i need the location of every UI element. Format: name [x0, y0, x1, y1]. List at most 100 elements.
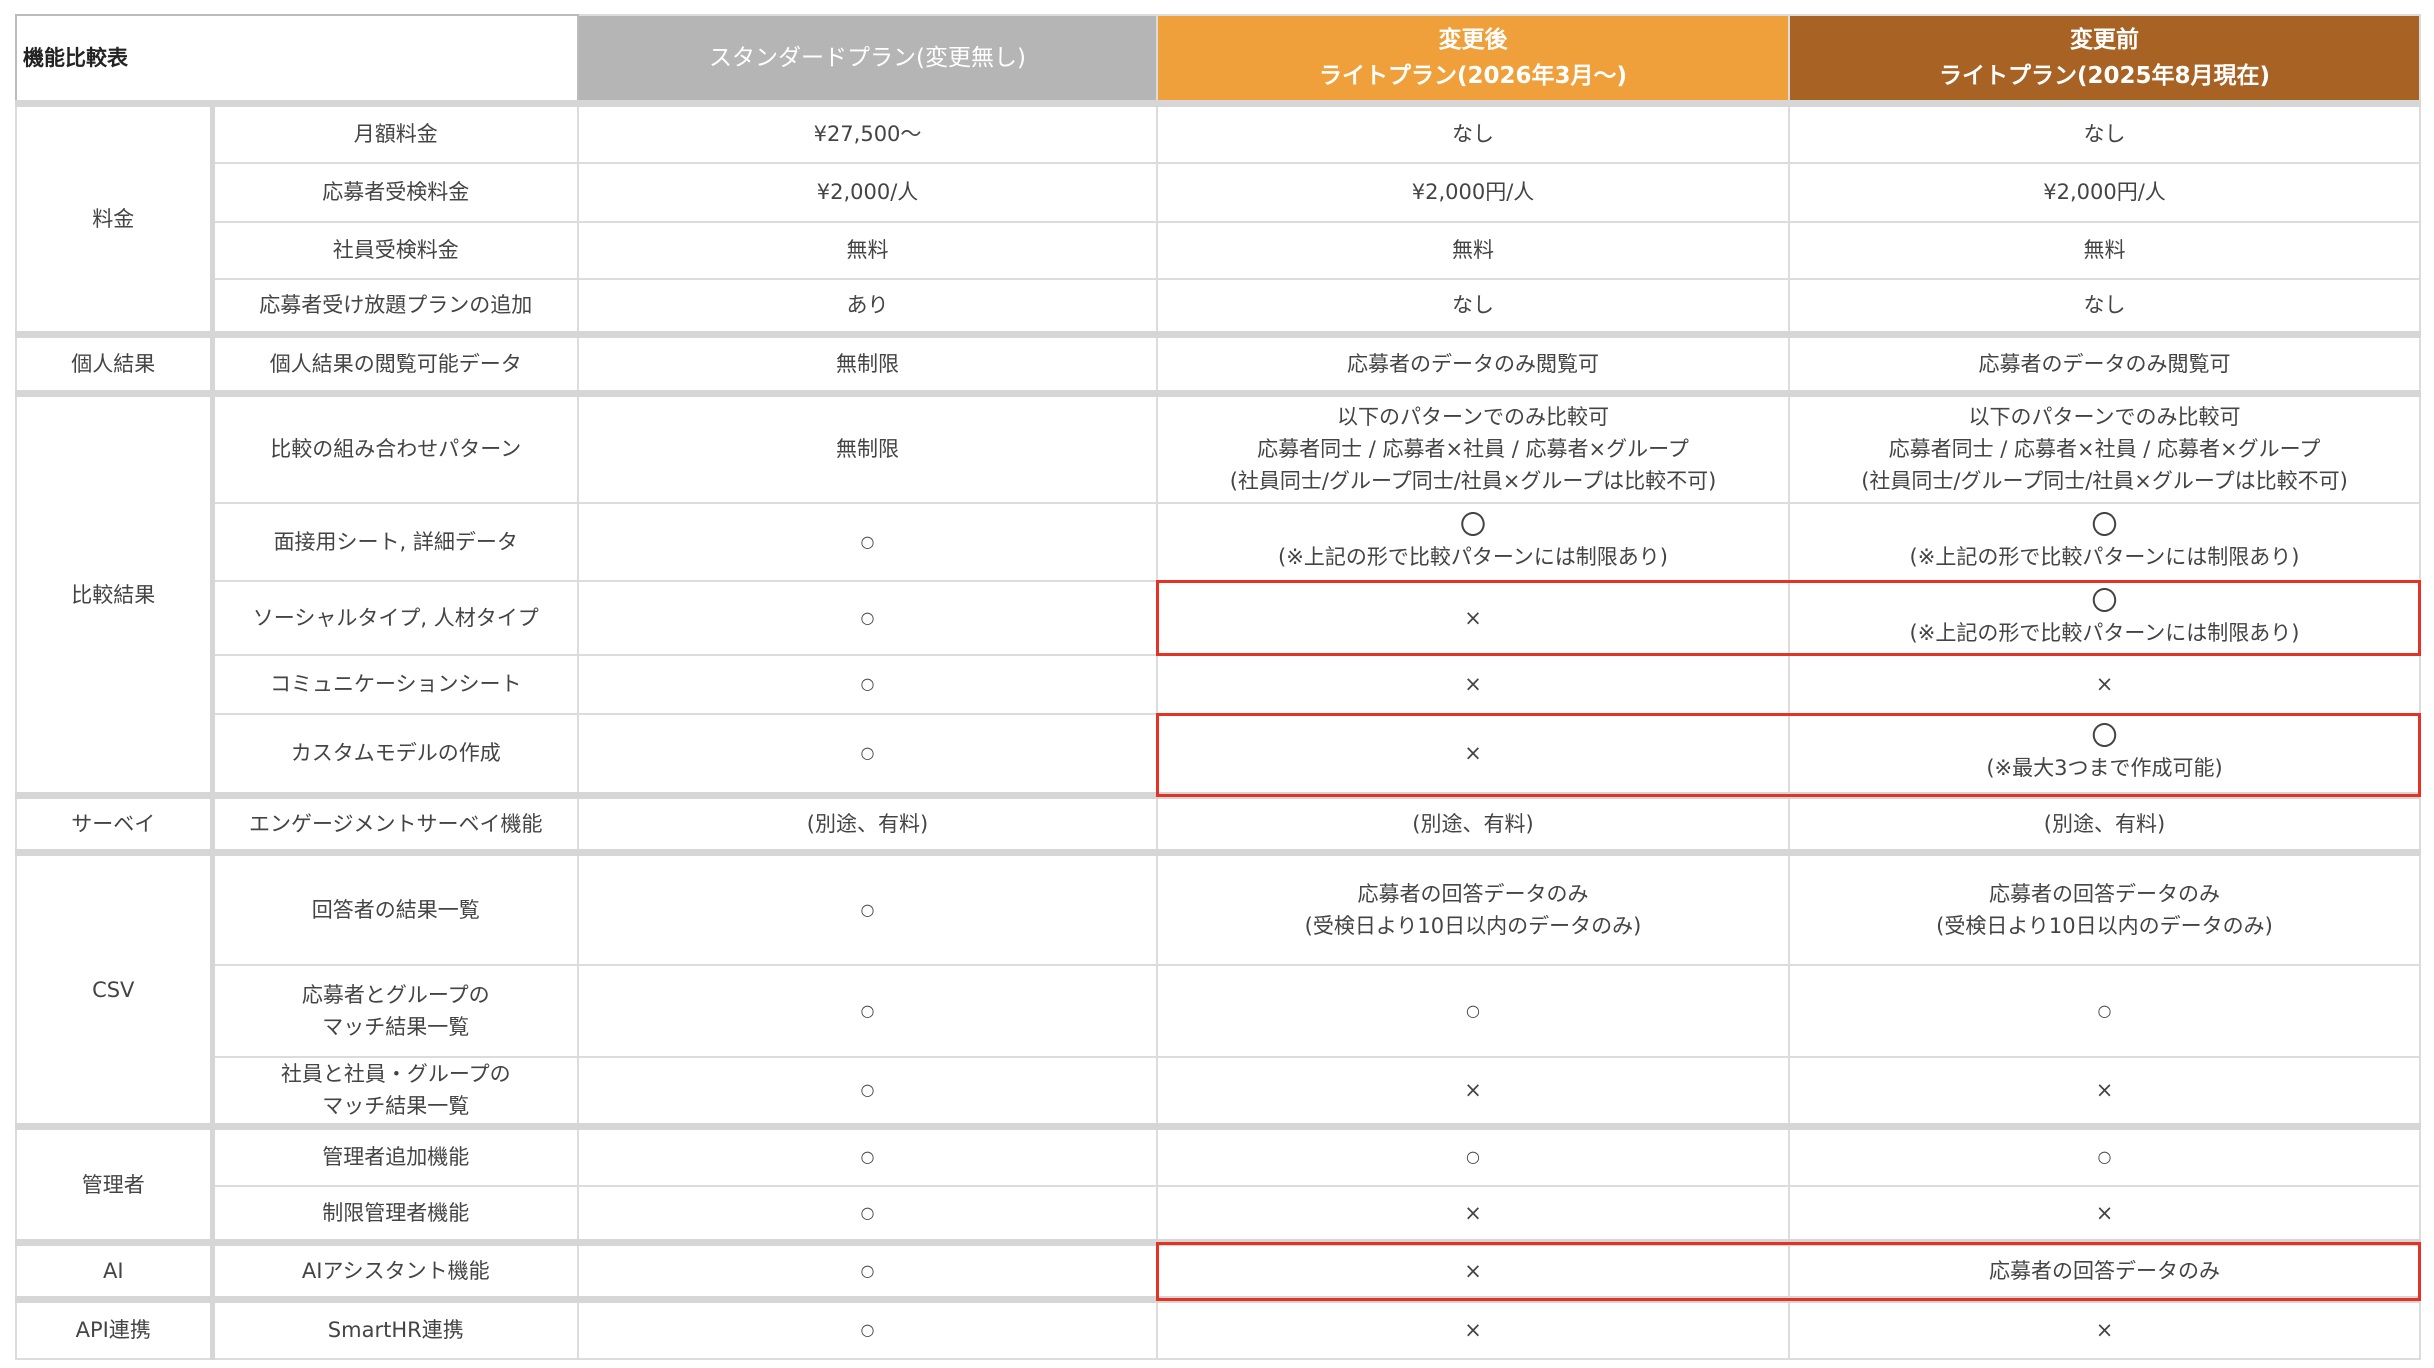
- feature-cell: 制限管理者機能: [211, 1184, 579, 1244]
- before-value-cell: ○: [1788, 1123, 2421, 1187]
- feature-cell: ソーシャルタイプ, 人材タイプ: [211, 579, 579, 656]
- feature-comparison-table-wrapper: 機能比較表 スタンダードプラン(変更無し) 変更後 ライトプラン(2026年3月…: [15, 14, 2421, 1360]
- after-value-cell: ×: [1156, 579, 1790, 656]
- after-value-cell: なし: [1156, 100, 1790, 164]
- note-text: (※上記の形で比較パターンには制限あり): [1909, 544, 2300, 569]
- table-row: AI AIアシスタント機能 ○ × 応募者の回答データのみ: [15, 1239, 2421, 1301]
- after-value-cell: 〇 (※上記の形で比較パターンには制限あり): [1156, 501, 1790, 582]
- table-row: 応募者受け放題プランの追加 あり なし なし: [16, 277, 2421, 336]
- feature-cell: SmartHR連携: [211, 1296, 579, 1360]
- feature-cell: コミュニケーションシート: [211, 653, 579, 715]
- standard-value-cell: ○: [577, 1123, 1158, 1187]
- after-value-cell: ○: [1156, 1123, 1790, 1187]
- after-value-cell: (別途、有料): [1156, 792, 1790, 854]
- standard-value-cell: ○: [577, 1239, 1158, 1301]
- standard-value-cell: ¥27,500〜: [577, 100, 1158, 164]
- note-text: (※上記の形で比較パターンには制限あり): [1909, 620, 2300, 645]
- circle-mark: 〇: [2091, 510, 2118, 541]
- after-value-cell: なし: [1156, 277, 1790, 336]
- after-value-cell: ¥2,000円/人: [1156, 161, 1790, 223]
- header-light-plan-after: 変更後 ライトプラン(2026年3月〜): [1156, 14, 1790, 105]
- table-row: 面接用シート, 詳細データ ○ 〇 (※上記の形で比較パターンには制限あり) 〇 (※上記…: [16, 501, 2421, 582]
- before-value-cell: 応募者のデータのみ閲覧可: [1788, 331, 2421, 395]
- note-text: (※最大3つまで作成可能): [1986, 756, 2223, 781]
- feature-cell: 応募者受検料金: [211, 161, 579, 223]
- before-value-cell: 〇 (※上記の形で比較パターンには制限あり): [1788, 501, 2421, 582]
- standard-value-cell: ○: [577, 653, 1158, 715]
- after-value-cell: 応募者のデータのみ閲覧可: [1156, 331, 1790, 395]
- table-row: 応募者とグループの マッチ結果一覧 ○ ○ ○: [16, 963, 2421, 1058]
- header-standard-plan: スタンダードプラン(変更無し): [577, 14, 1158, 105]
- after-value-cell: ×: [1156, 1055, 1790, 1128]
- standard-value-cell: 無制限: [577, 390, 1158, 504]
- after-value-cell: ×: [1156, 1296, 1790, 1360]
- category-cell: API連携: [15, 1296, 215, 1360]
- before-value-cell: 以下のパターンでのみ比較可 応募者同士 / 応募者×社員 / 応募者×グループ …: [1788, 390, 2421, 504]
- category-cell: 比較結果: [15, 390, 215, 797]
- standard-value-cell: (別途、有料): [577, 792, 1158, 854]
- circle-mark: 〇: [2091, 722, 2118, 753]
- standard-value-cell: あり: [577, 277, 1158, 336]
- before-value-cell: なし: [1788, 100, 2421, 164]
- note-text: (※上記の形で比較パターンには制限あり): [1278, 544, 1668, 569]
- standard-value-cell: ○: [577, 849, 1158, 966]
- feature-cell: AIアシスタント機能: [211, 1239, 579, 1301]
- feature-cell: 月額料金: [211, 100, 579, 164]
- before-value-cell: 応募者の回答データのみ (受検日より10日以内のデータのみ): [1788, 849, 2421, 966]
- after-value-cell: 以下のパターンでのみ比較可 応募者同士 / 応募者×社員 / 応募者×グループ …: [1156, 390, 1790, 504]
- feature-cell: エンゲージメントサーベイ機能: [211, 792, 579, 854]
- standard-value-cell: ○: [577, 963, 1158, 1058]
- before-value-cell: ×: [1788, 1184, 2421, 1244]
- standard-value-cell: 無制限: [577, 331, 1158, 395]
- feature-comparison-table: 機能比較表 スタンダードプラン(変更無し) 変更後 ライトプラン(2026年3月…: [15, 14, 2421, 1360]
- standard-value-cell: ○: [577, 579, 1158, 656]
- standard-value-cell: ○: [577, 712, 1158, 797]
- table-row: 管理者 管理者追加機能 ○ ○ ○: [15, 1123, 2421, 1244]
- table-row: 比較結果 比較の組み合わせパターン 無制限 以下のパターンでのみ比較可 応募者同士 /…: [15, 390, 2421, 797]
- after-value-cell: ×: [1156, 653, 1790, 715]
- before-value-cell: ×: [1788, 1296, 2421, 1360]
- after-value-cell: ×: [1156, 712, 1790, 797]
- feature-cell: 社員と社員・グループの マッチ結果一覧: [211, 1055, 579, 1128]
- circle-mark: 〇: [1459, 510, 1486, 541]
- table-row: コミュニケーションシート ○ × ×: [16, 653, 2421, 715]
- feature-cell: 応募者受け放題プランの追加: [211, 277, 579, 336]
- feature-cell: 管理者追加機能: [211, 1123, 579, 1187]
- before-value-cell: 無料: [1788, 220, 2421, 280]
- feature-cell: 個人結果の閲覧可能データ: [211, 331, 579, 395]
- after-value-cell: ×: [1156, 1239, 1790, 1301]
- feature-cell: カスタムモデルの作成: [211, 712, 579, 797]
- before-value-cell: 〇 (※最大3つまで作成可能): [1788, 712, 2421, 797]
- standard-value-cell: ○: [577, 1184, 1158, 1244]
- category-cell: CSV: [15, 849, 215, 1128]
- table-row: カスタムモデルの作成 ○ × 〇 (※最大3つまで作成可能): [16, 712, 2421, 797]
- standard-value-cell: ○: [577, 501, 1158, 582]
- table-row: 社員受検料金 無料 無料 無料: [16, 220, 2421, 280]
- table-row: 個人結果 個人結果の閲覧可能データ 無制限 応募者のデータのみ閲覧可 応募者のデータのみ…: [15, 331, 2421, 395]
- before-value-cell: ¥2,000円/人: [1788, 161, 2421, 223]
- table-row: ソーシャルタイプ, 人材タイプ ○ × 〇 (※上記の形で比較パターンには制限あり): [16, 579, 2421, 656]
- table-row: 制限管理者機能 ○ × ×: [16, 1184, 2421, 1244]
- circle-mark: 〇: [2091, 586, 2118, 617]
- table-row: サーベイ エンゲージメントサーベイ機能 (別途、有料) (別途、有料) (別途、有料): [15, 792, 2421, 854]
- standard-value-cell: ○: [577, 1055, 1158, 1128]
- table-row: 社員と社員・グループの マッチ結果一覧 ○ × ×: [16, 1055, 2421, 1128]
- after-value-cell: 無料: [1156, 220, 1790, 280]
- before-value-cell: ○: [1788, 963, 2421, 1058]
- table-row: 応募者受検料金 ¥2,000/人 ¥2,000円/人 ¥2,000円/人: [16, 161, 2421, 223]
- category-cell: AI: [15, 1239, 215, 1301]
- before-value-cell: (別途、有料): [1788, 792, 2421, 854]
- after-value-cell: ○: [1156, 963, 1790, 1058]
- header-light-plan-before: 変更前 ライトプラン(2025年8月現在): [1788, 14, 2421, 105]
- feature-cell: 回答者の結果一覧: [211, 849, 579, 966]
- feature-cell: 面接用シート, 詳細データ: [211, 501, 579, 582]
- category-cell: サーベイ: [15, 792, 215, 854]
- standard-value-cell: 無料: [577, 220, 1158, 280]
- standard-value-cell: ¥2,000/人: [577, 161, 1158, 223]
- feature-cell: 応募者とグループの マッチ結果一覧: [211, 963, 579, 1058]
- category-cell: 個人結果: [15, 331, 215, 395]
- category-cell: 料金: [15, 100, 215, 336]
- feature-cell: 比較の組み合わせパターン: [211, 390, 579, 504]
- table-row: 料金 月額料金 ¥27,500〜 なし なし: [15, 100, 2421, 336]
- before-value-cell: ×: [1788, 1055, 2421, 1128]
